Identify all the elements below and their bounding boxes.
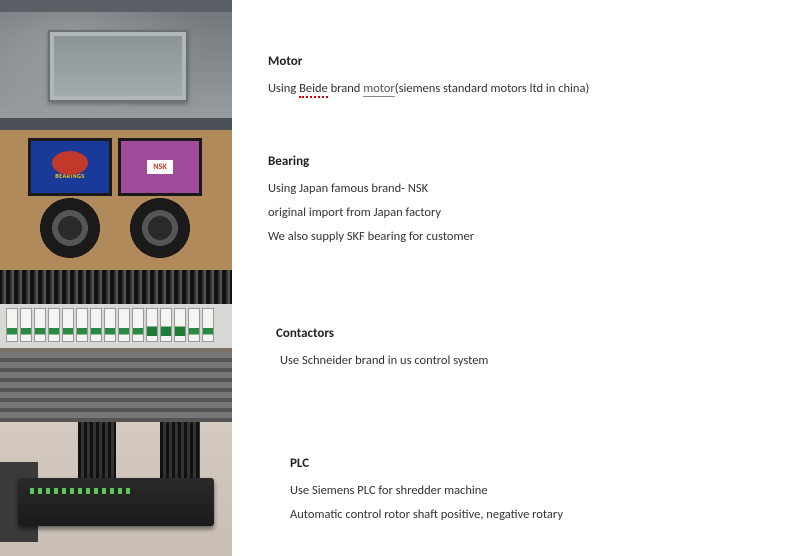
vents-icon (0, 352, 232, 422)
breaker-green-icon (160, 308, 172, 342)
row-motor: Motor Using Beide brand motor(siemens st… (0, 0, 800, 130)
wires-icon (0, 270, 232, 304)
breaker-icon (20, 308, 32, 342)
contactors-image (0, 270, 232, 422)
bearing-ring-icon (38, 196, 102, 260)
motor-text: Motor Using Beide brand motor(siemens st… (232, 0, 800, 101)
breaker-icon (90, 308, 102, 342)
bearing-heading: Bearing (268, 154, 800, 169)
breaker-icon (202, 308, 214, 342)
nsk-tag-text: NSK (147, 160, 172, 174)
bearing-image: NSK BEARINGS NSK (0, 130, 232, 270)
contactors-text: Contactors Use Schneider brand in us con… (232, 270, 800, 373)
contactors-line-1: Use Schneider brand in us control system (276, 349, 800, 373)
contactors-heading: Contactors (276, 326, 800, 341)
plc-text: PLC Use Siemens PLC for shredder machine… (232, 422, 800, 527)
breaker-green-icon (174, 308, 186, 342)
breaker-icon (104, 308, 116, 342)
motor-suffix: (siemens standard motors ltd in china) (395, 81, 589, 96)
wire-bundle-icon (160, 422, 200, 478)
bearing-ring-icon (128, 196, 192, 260)
bearing-line-1: Using Japan famous brand- NSK (268, 177, 800, 201)
plc-heading: PLC (290, 456, 800, 471)
row-contactors: Contactors Use Schneider brand in us con… (0, 270, 800, 422)
bearing-line-3: We also supply SKF bearing for customer (268, 225, 800, 249)
motor-mid: brand (328, 81, 363, 96)
breaker-icon (118, 308, 130, 342)
motor-brand: Beide (299, 81, 328, 98)
motor-prefix: Using (268, 81, 299, 96)
nsk-blue-box: NSK BEARINGS (28, 138, 112, 196)
nsk-purple-box: NSK (118, 138, 202, 196)
breaker-icon (48, 308, 60, 342)
spec-sheet: Motor Using Beide brand motor(siemens st… (0, 0, 800, 556)
bearing-text: Bearing Using Japan famous brand- NSK or… (232, 130, 800, 248)
plc-module-icon (18, 478, 214, 526)
plc-line-2: Automatic control rotor shaft positive, … (290, 503, 800, 527)
row-bearing: NSK BEARINGS NSK Bearing Using Japan fam… (0, 130, 800, 270)
nsk-dot-icon (52, 151, 88, 175)
motor-line: Using Beide brand motor(siemens standard… (268, 77, 800, 101)
breaker-icon (62, 308, 74, 342)
wire-bundle-icon (78, 422, 116, 482)
motor-link: motor (363, 81, 395, 97)
breaker-icon (6, 308, 18, 342)
breaker-green-icon (146, 308, 158, 342)
breakers-row (6, 308, 214, 342)
breaker-icon (132, 308, 144, 342)
breaker-icon (188, 308, 200, 342)
motor-plate-image (0, 0, 232, 130)
motor-heading: Motor (268, 54, 800, 69)
breaker-icon (34, 308, 46, 342)
breaker-icon (76, 308, 88, 342)
plc-line-1: Use Siemens PLC for shredder machine (290, 479, 800, 503)
row-plc: PLC Use Siemens PLC for shredder machine… (0, 422, 800, 556)
bearing-line-2: original import from Japan factory (268, 201, 800, 225)
plc-image (0, 422, 232, 556)
